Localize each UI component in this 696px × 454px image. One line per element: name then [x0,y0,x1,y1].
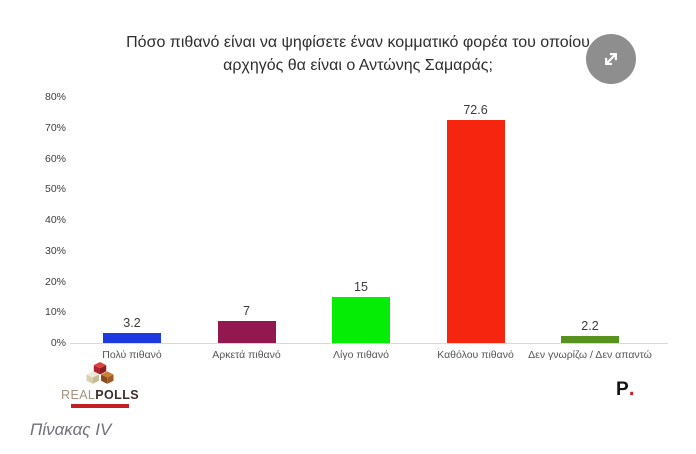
bar-value-label: 3.2 [123,316,141,331]
bar [561,336,619,343]
x-category-label: Πολύ πιθανό [102,349,162,361]
figure-caption: Πίνακας IV [30,420,112,439]
bar [217,321,276,343]
y-tick-label: 20% [44,275,66,288]
protagon-dot: . [628,377,635,400]
x-category-label: Καθόλου πιθανό [437,349,514,361]
x-category-label: Αρκετά πιθανό [212,349,281,361]
y-tick-label: 70% [44,121,66,134]
y-tick-label: 50% [44,183,66,196]
bar-value-label: 2.2 [581,319,599,334]
chart-title: Πόσο πιθανό είναι να ψηφίσετε έναν κομμα… [126,34,590,74]
bar [446,119,505,343]
y-tick-label: 40% [44,214,66,226]
y-tick-label: 60% [44,152,66,165]
y-tick-label: 0% [50,337,66,349]
x-category-label: Λίγο πιθανό [333,349,389,361]
realpolls-word-polls: POLLS [95,388,139,402]
y-tick-label: 80% [44,91,66,103]
realpolls-logo: REALPOLLS [56,361,144,408]
bar-value-label: 7 [243,304,250,319]
bar-value-label: 72.6 [463,102,488,117]
realpolls-word-real: REAL [61,388,96,402]
expand-button[interactable] [586,34,636,84]
realpolls-cubes-icon [86,362,114,384]
x-axis-line [70,343,668,344]
y-tick-label: 30% [44,244,66,257]
realpolls-wordmark: REALPOLLS [61,389,139,402]
protagon-logo: P. [616,378,635,401]
bar [103,333,161,343]
expand-arrows-icon [605,53,617,65]
bar-value-label: 15 [354,279,368,294]
realpolls-tagline-bar [71,404,129,408]
y-tick-label: 10% [44,306,66,319]
protagon-letter: P [616,379,629,400]
x-category-label: Δεν γνωρίζω / Δεν απαντώ [528,349,652,361]
bar [332,296,390,343]
